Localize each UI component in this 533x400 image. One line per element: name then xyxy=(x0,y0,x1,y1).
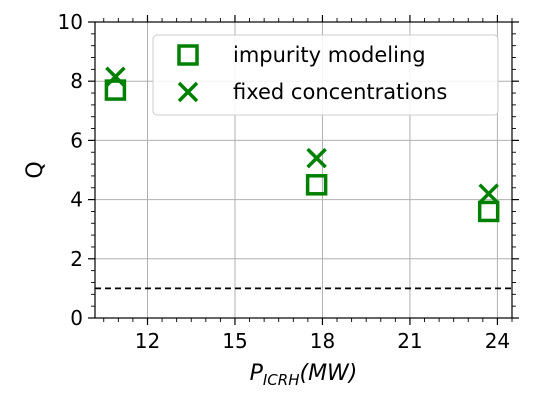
square-marker xyxy=(305,174,328,196)
x-tick-label: 15 xyxy=(222,329,247,353)
x-marker xyxy=(105,66,126,87)
x-marker xyxy=(478,183,499,204)
square-marker xyxy=(104,79,127,101)
x-axis-label-subscript: ICRH xyxy=(263,371,300,389)
x-axis-label-main: P xyxy=(250,361,264,386)
legend-square-icon xyxy=(177,44,199,66)
legend-label: fixed concentrations xyxy=(233,80,447,104)
x-marker-stroke xyxy=(177,81,199,103)
y-tick-label: 6 xyxy=(70,128,83,152)
y-tick-label: 2 xyxy=(70,247,83,271)
x-marker-stroke xyxy=(105,66,126,87)
x-marker xyxy=(306,147,327,169)
legend-label: impurity modeling xyxy=(233,43,426,67)
y-tick-label: 8 xyxy=(70,69,83,93)
x-tick-label: 18 xyxy=(310,329,335,353)
x-axis-label: PICRH(MW) xyxy=(250,361,358,389)
data-markers xyxy=(104,66,500,223)
square-marker xyxy=(477,200,500,223)
legend-x-icon xyxy=(177,81,199,103)
legend-box xyxy=(152,34,499,116)
y-axis-label: Q xyxy=(23,161,48,178)
x-tick-label: 24 xyxy=(485,329,510,353)
x-tick-label: 21 xyxy=(397,329,422,353)
x-marker-stroke xyxy=(478,183,499,204)
x-axis-label-units: (MW) xyxy=(299,361,357,386)
y-tick-label: 4 xyxy=(70,188,83,212)
plot-frame xyxy=(94,21,513,319)
legend: impurity modeling fixed concentrations xyxy=(152,34,499,116)
x-tick-label: 12 xyxy=(135,329,160,353)
y-tick-label: 10 xyxy=(58,10,83,34)
x-marker-stroke xyxy=(306,147,327,169)
y-tick-label: 0 xyxy=(70,306,83,330)
